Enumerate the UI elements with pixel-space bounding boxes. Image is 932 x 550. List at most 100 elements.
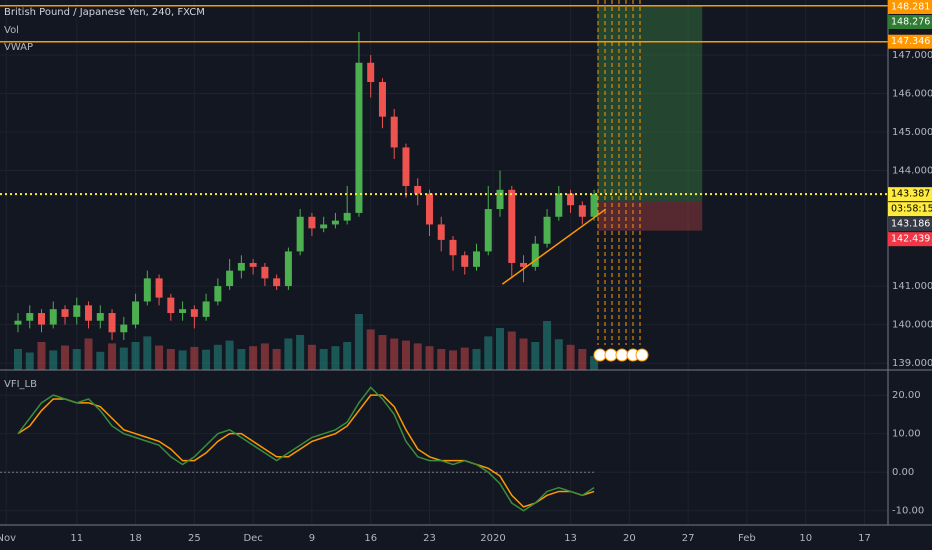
volume-bar — [119, 347, 128, 370]
event-icon[interactable] — [604, 348, 618, 362]
grid — [0, 0, 888, 525]
volume-bar — [190, 346, 199, 370]
signal-line — [17, 394, 595, 508]
x-tick-label: 13 — [564, 533, 577, 544]
x-tick-label: 17 — [858, 533, 871, 544]
candle-body — [249, 262, 257, 267]
candle-body — [425, 193, 433, 225]
x-tick-label: 10 — [799, 533, 812, 544]
candle-body — [226, 270, 234, 287]
event-icon[interactable] — [635, 348, 649, 362]
y-tick-label: 145.000 — [892, 127, 932, 138]
volume-bar — [460, 347, 469, 370]
candle-body — [14, 320, 22, 325]
volume-bar — [272, 349, 281, 370]
candle-body — [531, 243, 539, 267]
candle-body — [85, 305, 93, 321]
vfi-line — [17, 386, 595, 512]
volume-bar — [519, 338, 528, 370]
volume-bar — [84, 338, 93, 370]
volume-bar — [366, 329, 375, 370]
volume-bar — [531, 342, 540, 370]
candle-body — [378, 82, 386, 117]
candle-body — [367, 62, 375, 83]
candle-body — [73, 305, 81, 317]
volume-bar — [202, 349, 211, 370]
event-icons — [593, 348, 649, 362]
volume-bar — [72, 349, 81, 370]
y-tick-label: 140.000 — [892, 320, 932, 331]
candle-body — [143, 278, 151, 302]
price-tag — [888, 34, 932, 49]
volume-bar — [108, 343, 117, 370]
volume-bar — [25, 352, 34, 370]
x-tick-label: Dec — [243, 533, 262, 544]
target-zone — [597, 5, 703, 202]
y-tick-label: 141.000 — [892, 281, 932, 292]
price-tag — [888, 217, 932, 232]
candle-body — [38, 313, 46, 325]
y-tick-label: 146.000 — [892, 89, 932, 100]
candle-body — [496, 189, 504, 210]
price-tag-label: 143.186 — [891, 219, 930, 230]
price-tag — [888, 0, 932, 14]
candle-body — [578, 205, 586, 217]
y-tick-label: 0.00 — [892, 467, 914, 478]
x-tick-label: Nov — [0, 533, 16, 544]
volume-bar — [472, 349, 481, 370]
y-tick-label: 147.000 — [892, 50, 932, 61]
x-tick-label: 11 — [70, 533, 83, 544]
x-tick-label: 9 — [309, 533, 315, 544]
volume-bar — [578, 349, 587, 370]
y-tick-label: 10.00 — [892, 429, 921, 440]
price-tag-label: 03:58:15 — [891, 204, 932, 215]
volume-bar — [343, 342, 352, 370]
volume-bar — [178, 350, 187, 370]
volume-bar — [507, 331, 516, 370]
candle-body — [120, 324, 128, 333]
volume-bar — [37, 342, 46, 370]
volume-bar — [307, 344, 316, 370]
y-tick-label: 144.000 — [892, 166, 932, 177]
volume-bar — [590, 356, 599, 370]
volume-bar — [413, 343, 422, 370]
plot — [0, 4, 888, 512]
x-tick-label: 23 — [423, 533, 436, 544]
event-icon[interactable] — [593, 348, 607, 362]
candle-body — [343, 212, 351, 221]
price-tag — [888, 202, 932, 217]
overlay-label: Vol — [4, 25, 19, 36]
candle-body — [108, 313, 116, 333]
volume-bar — [61, 345, 70, 370]
candle-body — [520, 262, 528, 267]
candle-body — [296, 216, 304, 252]
event-icon[interactable] — [615, 348, 629, 362]
candle-body — [449, 239, 457, 256]
volume-bar — [378, 335, 387, 370]
volume-bar — [96, 351, 105, 370]
volume-bar — [131, 342, 140, 370]
volume-bar — [484, 336, 493, 370]
volume-bar — [496, 328, 505, 370]
candle-body — [132, 301, 140, 325]
volume-bar — [554, 339, 563, 370]
candle-body — [555, 193, 563, 217]
candle-body — [202, 301, 210, 317]
y-tick-label: -10.00 — [892, 506, 924, 517]
price-tag — [888, 232, 932, 247]
volume-bar — [401, 340, 410, 370]
candle-body — [261, 266, 269, 279]
volume-bar — [237, 349, 246, 370]
volume-bar — [260, 343, 269, 370]
volume-bar — [166, 349, 175, 370]
volume-bar — [543, 321, 552, 370]
candle-body — [155, 278, 163, 298]
candle-body — [437, 224, 445, 240]
price-tag-label: 143.387 — [891, 189, 930, 200]
candle-body — [179, 309, 187, 314]
volume-bar — [249, 346, 258, 370]
volume-bar — [354, 314, 363, 370]
candle-body — [237, 262, 245, 271]
